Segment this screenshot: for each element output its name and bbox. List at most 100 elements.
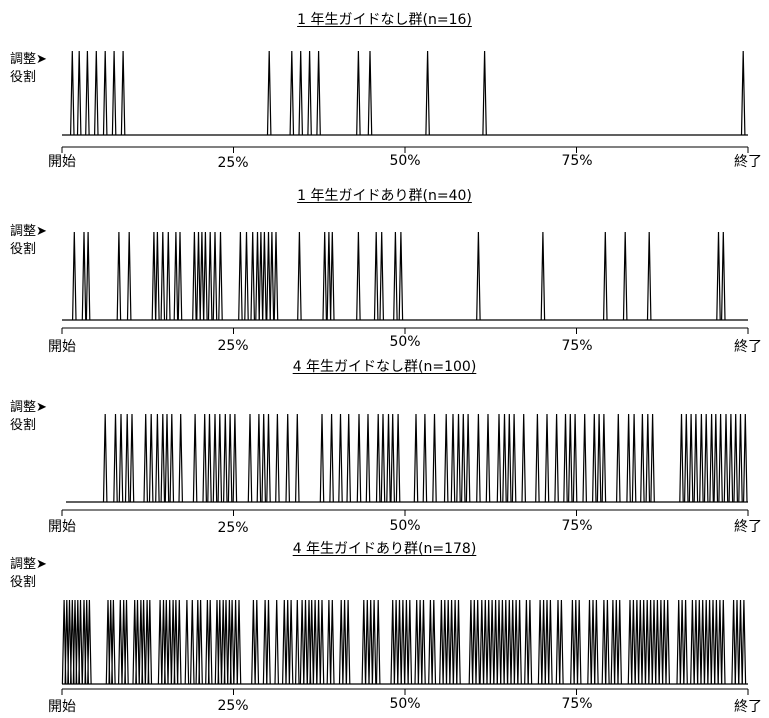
y-label-role: 役割 xyxy=(10,70,37,85)
event-spike xyxy=(111,599,116,685)
event-spike xyxy=(648,599,653,685)
event-spike xyxy=(740,50,746,136)
event-spike xyxy=(544,413,550,503)
event-spike xyxy=(256,413,262,503)
event-spike xyxy=(273,231,279,321)
event-spike xyxy=(707,599,712,685)
event-spike xyxy=(397,599,402,685)
event-spike xyxy=(207,231,213,321)
event-spike xyxy=(85,50,90,136)
event-spike xyxy=(81,231,87,321)
event-spike xyxy=(572,413,578,503)
event-spike xyxy=(102,413,108,503)
event-spike xyxy=(218,231,223,321)
event-spike xyxy=(124,599,129,685)
event-spike xyxy=(232,413,238,503)
event-spike xyxy=(85,231,91,321)
event-spike xyxy=(432,413,437,503)
event-spike xyxy=(714,599,719,685)
event-spike xyxy=(102,50,108,136)
event-spike xyxy=(400,599,406,685)
event-spike xyxy=(94,50,99,136)
event-spike xyxy=(554,413,559,503)
x-tick-end: 終了 xyxy=(734,699,762,715)
event-spike xyxy=(676,599,681,685)
event-spike xyxy=(356,413,362,503)
event-spike xyxy=(703,599,709,685)
event-spike xyxy=(316,50,321,136)
event-spike xyxy=(393,231,398,321)
event-spike xyxy=(118,599,123,685)
event-spike xyxy=(192,413,198,503)
event-spike xyxy=(510,599,515,685)
event-spike xyxy=(449,599,454,685)
event-spike xyxy=(255,231,260,321)
event-spike xyxy=(616,413,621,503)
event-spike xyxy=(699,413,704,503)
event-spike xyxy=(312,599,318,685)
event-spike xyxy=(428,599,433,685)
event-spike xyxy=(738,599,743,685)
event-spike xyxy=(342,599,347,685)
event-spike xyxy=(425,50,430,136)
event-spike xyxy=(217,599,223,685)
event-spike xyxy=(709,413,714,503)
chart-title: 1 年生ガイドあり群(n=40) xyxy=(297,188,472,204)
event-spike xyxy=(716,231,721,321)
event-spike xyxy=(717,599,723,685)
event-spike xyxy=(431,599,437,685)
event-spike xyxy=(679,599,685,685)
event-spike xyxy=(734,599,740,685)
chart-panel-4th-year-guided: 4 年生ガイドあり群(n=178) 調整➤ 役割 開始 25% 50% 75% … xyxy=(0,536,769,718)
event-spike xyxy=(371,599,377,685)
event-spike xyxy=(297,231,302,321)
event-spike xyxy=(665,599,670,685)
event-spike xyxy=(479,599,485,685)
event-spike xyxy=(380,413,386,503)
event-spike xyxy=(489,599,495,685)
event-spike xyxy=(319,599,325,685)
y-label-role: 役割 xyxy=(10,418,37,433)
event-spike xyxy=(445,599,451,685)
event-spike xyxy=(390,413,395,503)
event-spike xyxy=(738,413,743,503)
event-spike xyxy=(365,599,370,685)
event-spike xyxy=(507,599,512,685)
event-spike xyxy=(450,413,456,503)
event-spike xyxy=(254,599,260,685)
event-spike xyxy=(120,50,126,136)
event-spike xyxy=(111,50,117,136)
x-tick-25: 25% xyxy=(217,520,249,536)
event-spike xyxy=(262,599,268,685)
event-spike xyxy=(472,599,477,685)
event-spike xyxy=(261,413,266,503)
x-tick-start: 開始 xyxy=(48,519,76,535)
event-spike xyxy=(645,413,651,503)
event-spike xyxy=(177,231,183,321)
event-spike xyxy=(535,413,540,503)
event-spike xyxy=(212,231,218,321)
event-spike xyxy=(679,413,684,503)
chart-plot xyxy=(61,413,749,516)
event-spike xyxy=(207,599,213,685)
event-spike xyxy=(356,231,361,321)
event-spike xyxy=(693,413,699,503)
event-spike xyxy=(207,413,212,503)
event-spike xyxy=(368,599,373,685)
event-spike xyxy=(375,599,381,685)
event-spike xyxy=(202,413,207,503)
event-spike xyxy=(555,599,561,685)
event-spike xyxy=(500,599,505,685)
event-spike xyxy=(493,599,498,685)
event-spike xyxy=(223,413,228,503)
x-tick-75: 75% xyxy=(561,153,593,169)
event-spike xyxy=(684,413,689,503)
chart-plot xyxy=(61,231,749,334)
event-spike xyxy=(295,413,300,503)
event-spike xyxy=(269,231,275,321)
event-spike xyxy=(118,413,124,503)
x-tick-50: 50% xyxy=(389,518,421,534)
event-spike xyxy=(173,599,179,685)
event-spike xyxy=(476,413,481,503)
event-spike xyxy=(496,413,502,503)
